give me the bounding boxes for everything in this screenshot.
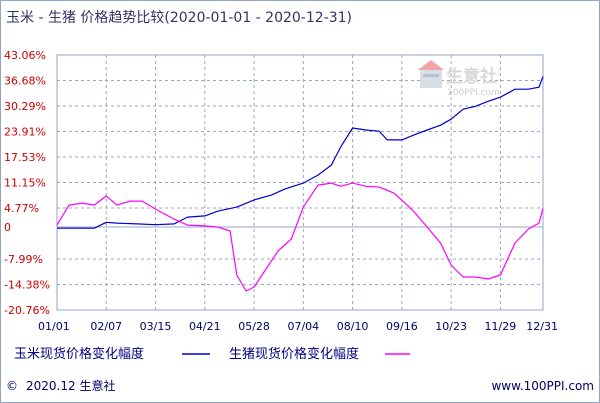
- x-tick-label: 11/29: [485, 320, 517, 333]
- y-tick-label: -14.38%: [4, 279, 50, 292]
- x-tick-label: 08/10: [337, 320, 369, 333]
- x-tick-label: 01/01: [38, 320, 70, 333]
- footer-left: 2020.12 生意社: [26, 378, 115, 393]
- y-tick-label: 11.15%: [4, 177, 46, 190]
- footer-right: www.100PPI.com: [491, 379, 594, 393]
- x-axis-ticks: 01/01 02/07 03/15 04/21 05/28 07/04 08/10 09/16…: [38, 320, 558, 333]
- y-tick-label: -20.76%: [4, 304, 50, 317]
- footer: © 2020.12 生意社 www.100PPI.com: [6, 378, 594, 393]
- chart-title: 玉米 - 生猪 价格趋势比较(2020-01-01 - 2020-12-31): [6, 10, 352, 26]
- corn-series-line: [57, 76, 544, 229]
- legend-pig-label: 生猪现货价格变化幅度: [229, 346, 359, 362]
- x-tick-label: 04/21: [189, 320, 221, 333]
- logo-url: 100PPI.com: [447, 88, 500, 98]
- y-tick-label: 17.53%: [4, 151, 46, 164]
- watermark-logo: 生意社 100PPI.com: [418, 60, 500, 98]
- y-tick-label: 23.91%: [4, 126, 46, 139]
- y-tick-label: 43.06%: [4, 49, 46, 62]
- y-tick-label: 30.29%: [4, 100, 46, 113]
- copyright-icon: ©: [6, 379, 18, 393]
- y-tick-label: 4.77%: [4, 202, 39, 215]
- logo-name: 生意社: [446, 66, 497, 87]
- x-tick-label: 02/07: [90, 320, 122, 333]
- x-tick-label: 10/23: [435, 320, 467, 333]
- y-tick-label: 36.68%: [4, 74, 46, 87]
- x-tick-label: 03/15: [140, 320, 172, 333]
- logo-icon: [418, 60, 444, 88]
- x-tick-label: 09/16: [386, 320, 418, 333]
- x-tick-label: 07/04: [287, 320, 319, 333]
- x-tick-label: 05/28: [238, 320, 270, 333]
- legend-corn-label: 玉米现货价格变化幅度: [14, 346, 144, 362]
- pig-series-line: [56, 182, 544, 292]
- legend: 玉米现货价格变化幅度 生猪现货价格变化幅度: [14, 346, 410, 362]
- series-lines: [56, 76, 544, 292]
- y-tick-label: -7.99%: [4, 253, 43, 266]
- y-axis-ticks: 43.06% 36.68% 30.29% 23.91% 17.53% 11.15% 4.77…: [4, 49, 50, 317]
- x-tick-label: 12/31: [526, 320, 558, 333]
- y-tick-label: 0: [4, 221, 11, 234]
